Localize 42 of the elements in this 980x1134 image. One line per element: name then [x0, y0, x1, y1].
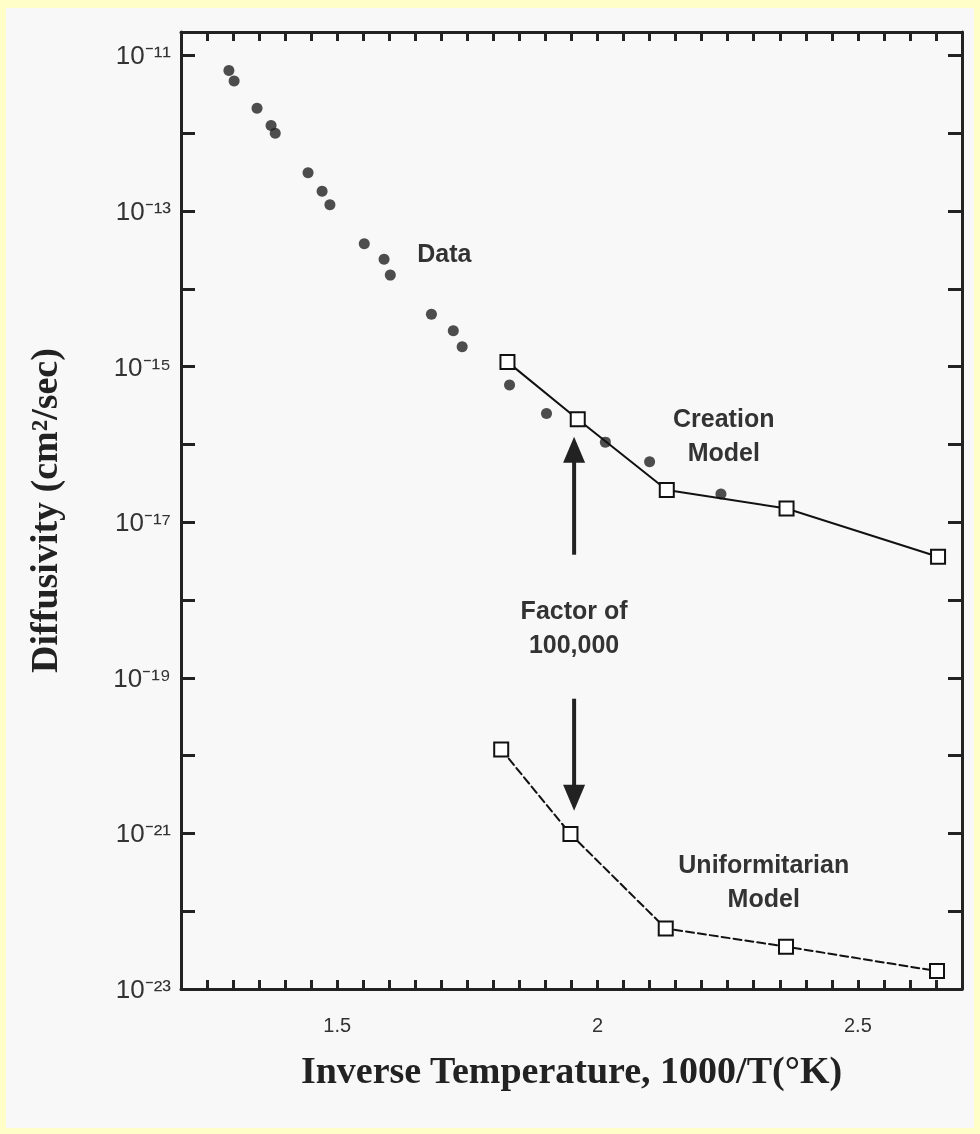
point — [228, 75, 240, 87]
y-tick-label: 10⁻¹⁹ — [113, 662, 171, 693]
x-axis-title: Inverse Temperature, 1000/T(°K) — [300, 1049, 843, 1092]
y-tick-label: 10⁻²³ — [115, 974, 172, 1004]
point — [569, 411, 586, 428]
series-label: Creation Model — [673, 403, 775, 469]
x-tick-label: 2 — [591, 1014, 604, 1036]
x-tick-label: 1.5 — [323, 1014, 352, 1036]
point — [456, 341, 468, 353]
point — [930, 548, 947, 565]
series-label: Data — [417, 238, 472, 270]
point — [657, 920, 674, 937]
y-tick-label: 10⁻¹⁵ — [113, 351, 171, 382]
point — [562, 826, 579, 843]
point — [324, 199, 336, 211]
y-tick-label: 10⁻¹¹ — [115, 40, 172, 71]
y-tick-label: 10⁻²¹ — [115, 818, 172, 849]
point — [493, 741, 510, 758]
point — [658, 481, 675, 498]
point — [447, 325, 459, 337]
point — [499, 353, 516, 370]
y-tick-label: 10⁻¹⁷ — [115, 507, 171, 538]
point — [302, 167, 314, 179]
point — [269, 127, 281, 139]
point — [316, 185, 328, 197]
point — [929, 963, 946, 980]
y-tick-label: 10⁻¹³ — [115, 196, 172, 227]
point — [223, 65, 235, 76]
point — [378, 253, 390, 265]
series-label: Uniformitarian Model — [678, 849, 850, 915]
point — [358, 238, 370, 250]
point — [425, 308, 437, 320]
point — [778, 500, 795, 517]
point — [384, 269, 396, 281]
point — [778, 938, 795, 955]
point — [504, 379, 516, 391]
point — [541, 407, 553, 419]
x-tick-label: 2.5 — [843, 1014, 872, 1036]
point — [644, 456, 656, 468]
y-axis-title: Diffusivity (cm²/sec) — [23, 348, 66, 673]
point — [251, 102, 263, 114]
annotation: Factor of 100,000 — [519, 594, 629, 660]
